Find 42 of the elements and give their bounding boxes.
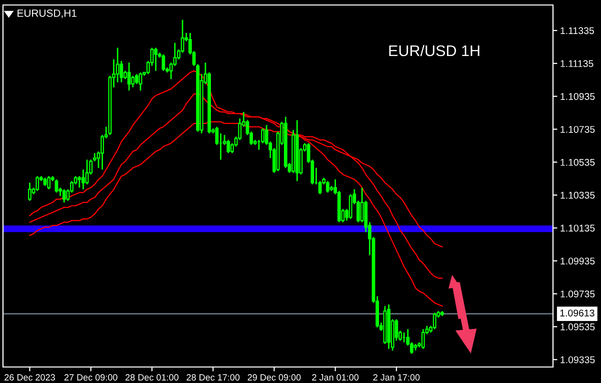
candlestick [82,168,85,190]
y-tick-label: 1.10935 [560,93,595,100]
chart-subtitle: EURUSD,H1 [18,9,76,18]
candlestick [127,62,131,92]
y-tick-label: 1.09735 [560,290,595,298]
candlestick [116,47,120,84]
candlestick [131,75,135,88]
y-tick-label: 1.10335 [560,192,595,199]
candlestick [348,194,352,220]
candlestick [36,175,40,192]
candlestick [85,158,89,186]
y-tick-label: 1.09535 [560,323,595,330]
y-tick-label: 1.11135 [560,60,594,68]
candlestick [28,182,32,202]
y-tick-label: 1.10135 [560,224,595,232]
candlestick [62,188,66,204]
candlestick [138,72,142,92]
y-tick-label: 1.10735 [560,126,595,133]
candlestick [421,328,425,350]
x-tick-label: 2 Jan 01:00 [312,374,359,381]
y-tick-label: 1.09935 [560,258,595,264]
ref-line-label: 1.09613 [560,310,594,316]
candlestick [326,180,330,194]
candlestick [226,139,230,154]
candlestick [154,47,158,72]
candlestick [78,175,82,188]
line-series [29,70,443,307]
x-tick-label: 28 Dec 17:00 [186,374,240,381]
candlestick [54,178,58,194]
x-tick-label: 26 Dec 2023 [4,374,55,381]
candlestick [162,54,166,72]
y-tick-label: 1.11335 [560,27,594,34]
y-tick-label: 1.10535 [560,158,595,166]
candlestick [432,312,436,330]
text: EUR/USD 1H [389,44,480,56]
y-tick-label: 1.09335 [560,356,595,364]
x-tick-label: 29 Dec 09:00 [248,374,301,381]
x-tick-label: 28 Dec 01:00 [126,374,178,381]
candlestick [134,73,138,85]
candlestick [47,175,51,190]
x-tick-label: 27 Dec 09:00 [64,374,118,381]
x-tick-label: 2 Jan 17:00 [373,374,420,381]
